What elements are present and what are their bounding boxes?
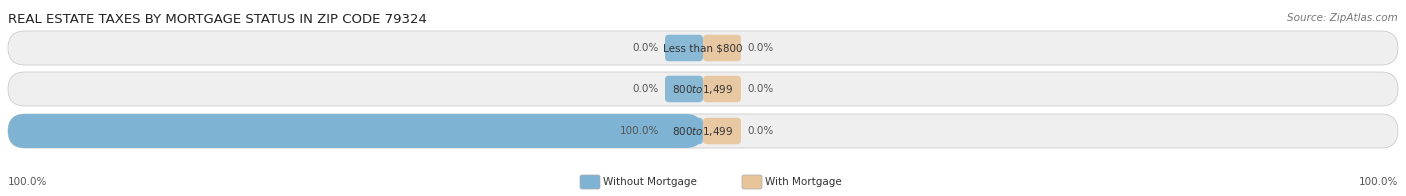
Text: 100.0%: 100.0% (8, 177, 48, 187)
Text: 0.0%: 0.0% (633, 84, 659, 94)
FancyBboxPatch shape (8, 114, 1398, 148)
FancyBboxPatch shape (703, 35, 741, 61)
Text: 0.0%: 0.0% (747, 84, 773, 94)
Text: Less than $800: Less than $800 (664, 43, 742, 53)
FancyBboxPatch shape (703, 76, 741, 102)
Text: 100.0%: 100.0% (620, 126, 659, 136)
Text: REAL ESTATE TAXES BY MORTGAGE STATUS IN ZIP CODE 79324: REAL ESTATE TAXES BY MORTGAGE STATUS IN … (8, 13, 427, 26)
FancyBboxPatch shape (581, 175, 600, 189)
Text: 0.0%: 0.0% (747, 43, 773, 53)
FancyBboxPatch shape (8, 114, 703, 148)
FancyBboxPatch shape (665, 35, 703, 61)
FancyBboxPatch shape (8, 31, 1398, 65)
Text: 0.0%: 0.0% (747, 126, 773, 136)
Text: 100.0%: 100.0% (1358, 177, 1398, 187)
FancyBboxPatch shape (703, 118, 741, 144)
FancyBboxPatch shape (665, 76, 703, 102)
Text: $800 to $1,499: $800 to $1,499 (672, 124, 734, 138)
FancyBboxPatch shape (742, 175, 762, 189)
Text: Source: ZipAtlas.com: Source: ZipAtlas.com (1288, 13, 1398, 23)
Text: With Mortgage: With Mortgage (765, 177, 842, 187)
FancyBboxPatch shape (8, 72, 1398, 106)
FancyBboxPatch shape (665, 118, 703, 144)
Text: Without Mortgage: Without Mortgage (603, 177, 697, 187)
Text: 0.0%: 0.0% (633, 43, 659, 53)
Text: $800 to $1,499: $800 to $1,499 (672, 83, 734, 95)
